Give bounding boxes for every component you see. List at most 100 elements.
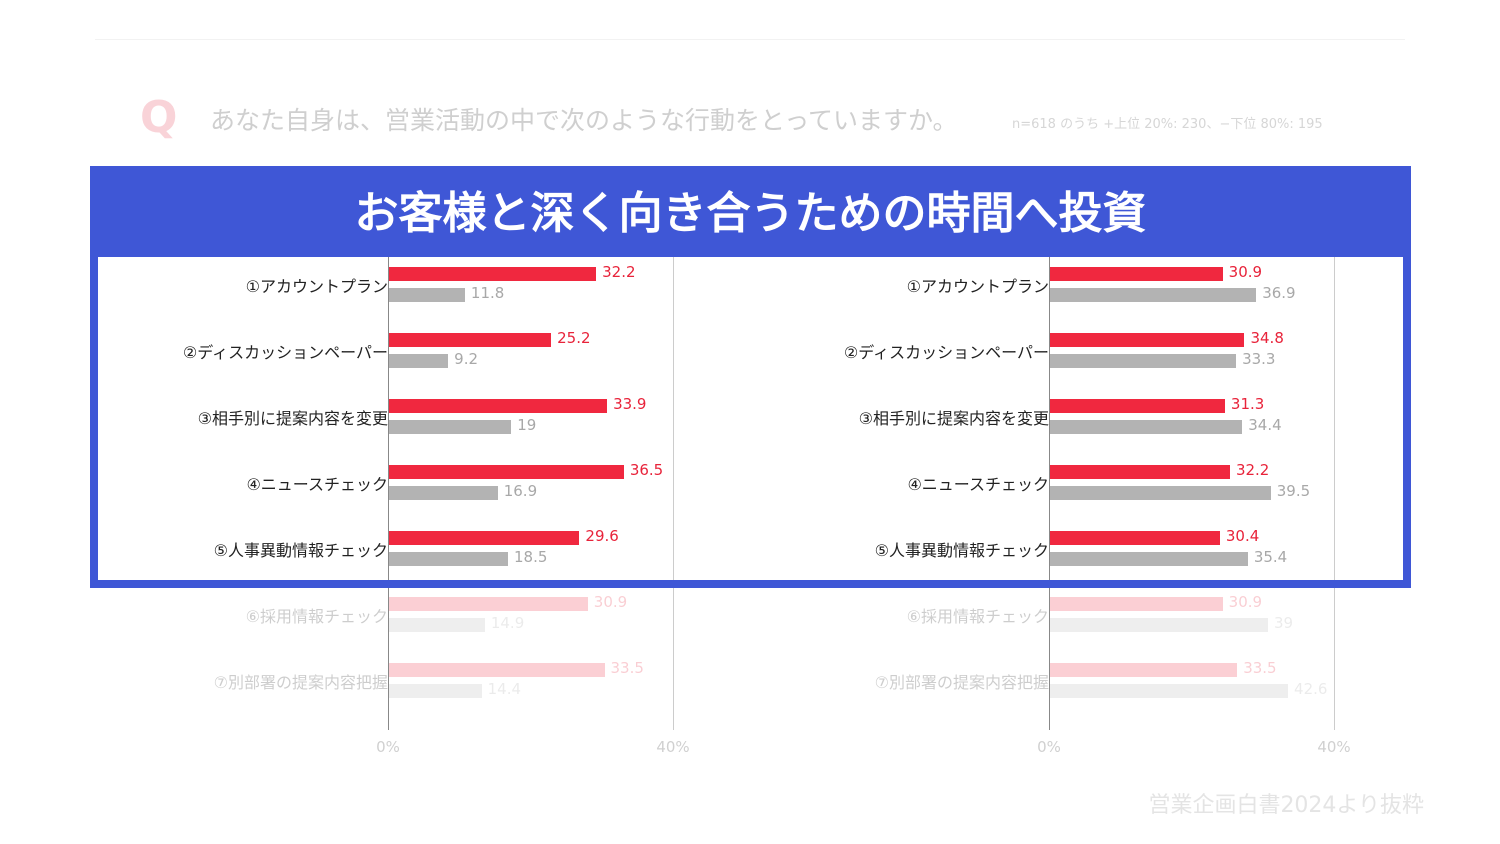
chart-row: ③相手別に提案内容を変更 33.9 19 [103, 389, 663, 455]
category-label: ⑦別部署の提案内容把握 [213, 673, 388, 692]
top-bar [389, 663, 605, 677]
bottom-bar [389, 618, 485, 632]
top-bar [389, 267, 597, 281]
top-bar-value: 30.9 [1228, 593, 1263, 611]
top-bar [1050, 399, 1225, 413]
top-bar-value: 34.8 [1250, 329, 1284, 347]
x-tick-label: 0% [376, 738, 400, 756]
chart-right: 0% 40% ①アカウントプラン 30.9 36.9 ②ディスカッションペーパー 34.8 3… [764, 257, 1351, 757]
chart-row: ⑤人事異動情報チェック 30.4 35.4 [764, 521, 1324, 587]
category-label: ④ニュースチェック [246, 475, 388, 494]
chart-left: 0% 40% ①アカウントプラン 32.2 11.8 ②ディスカッションペーパー 25.2 9… [103, 257, 690, 757]
category-label: ⑥採用情報チェック [906, 607, 1049, 626]
bottom-bar-value: 16.9 [503, 482, 538, 500]
chart-row: ⑥採用情報チェック 30.9 39 [764, 587, 1324, 653]
top-bar [1050, 663, 1238, 677]
x-tick-label: 0% [1037, 738, 1061, 756]
chart-row: ⑥採用情報チェック 30.9 14.9 [103, 587, 663, 653]
chart-row: ④ニュースチェック 36.5 16.9 [103, 455, 663, 521]
bottom-bar-value: 35.4 [1253, 548, 1288, 566]
top-bar-value: 32.2 [1235, 461, 1270, 479]
category-label: ④ニュースチェック [907, 475, 1049, 494]
bottom-bar [1050, 618, 1268, 632]
bottom-bar [389, 486, 498, 500]
top-bar-value: 33.5 [1243, 659, 1277, 677]
top-bar-value: 33.5 [610, 659, 644, 677]
bottom-bar [389, 354, 449, 368]
bottom-bar-value: 14.9 [490, 614, 525, 632]
category-label: ⑥採用情報チェック [245, 607, 388, 626]
top-bar-value: 29.6 [585, 527, 619, 545]
top-bar [1050, 267, 1223, 281]
q-mark: Q [140, 92, 178, 143]
question-text: あなた自身は、営業活動の中で次のような行動をとっていますか。 [210, 106, 958, 135]
highlight-banner: お客様と深く向き合うための時間へ投資 [90, 166, 1411, 257]
bottom-bar [389, 552, 509, 566]
bottom-bar [1050, 552, 1248, 566]
top-bar [389, 399, 608, 413]
axis-zero-line [1049, 257, 1050, 730]
bottom-bar-value: 14.4 [487, 680, 522, 698]
category-label: ②ディスカッションペーパー [843, 343, 1049, 362]
bottom-bar [1050, 486, 1271, 500]
top-bar-value: 36.5 [629, 461, 664, 479]
top-bar-value: 30.4 [1225, 527, 1260, 545]
bottom-bar [389, 288, 465, 302]
chart-row: ⑤人事異動情報チェック 29.6 18.5 [103, 521, 663, 587]
bottom-bar [1050, 684, 1289, 698]
bottom-bar-value: 42.6 [1294, 680, 1328, 698]
x-tick-label: 40% [1317, 738, 1351, 756]
top-bar-value: 31.3 [1230, 395, 1265, 413]
top-bar [1050, 465, 1230, 479]
chart-row: ③相手別に提案内容を変更 31.3 34.4 [764, 389, 1324, 455]
category-label: ⑤人事異動情報チェック [213, 541, 388, 560]
top-bar [1050, 597, 1223, 611]
top-bar [389, 333, 552, 347]
top-bar-value: 32.2 [602, 263, 636, 281]
category-label: ②ディスカッションペーパー [182, 343, 388, 362]
x-tick-label: 40% [656, 738, 690, 756]
gridline-40 [1334, 257, 1335, 730]
bottom-bar-value: 39 [1273, 614, 1294, 632]
bottom-bar-value: 9.2 [454, 350, 479, 368]
bottom-bar-value: 18.5 [514, 548, 548, 566]
chart-row: ④ニュースチェック 32.2 39.5 [764, 455, 1324, 521]
category-label: ③相手別に提案内容を変更 [858, 409, 1049, 428]
top-bar-value: 30.9 [1228, 263, 1263, 281]
bottom-bar-value: 36.9 [1262, 284, 1296, 302]
sample-note: n=618 のうち +上位 20%: 230、−下位 80%: 195 [1012, 117, 1323, 132]
bottom-bar-value: 34.4 [1248, 416, 1282, 434]
chart-row: ①アカウントプラン 32.2 11.8 [103, 257, 663, 323]
top-bar [1050, 333, 1245, 347]
top-bar [389, 531, 580, 545]
bottom-bar [389, 420, 512, 434]
top-bar-value: 25.2 [557, 329, 591, 347]
gridline-40 [673, 257, 674, 730]
chart-row: ①アカウントプラン 30.9 36.9 [764, 257, 1324, 323]
chart-row: ⑦別部署の提案内容把握 33.5 14.4 [103, 653, 663, 719]
top-bar [389, 465, 624, 479]
top-bar [1050, 531, 1220, 545]
bottom-bar [389, 684, 482, 698]
bottom-bar-value: 39.5 [1276, 482, 1311, 500]
chart-row: ⑦別部署の提案内容把握 33.5 42.6 [764, 653, 1328, 719]
category-label: ①アカウントプラン [906, 277, 1049, 296]
category-label: ③相手別に提案内容を変更 [197, 409, 388, 428]
top-bar-value: 33.9 [613, 395, 647, 413]
top-bar [389, 597, 588, 611]
category-label: ①アカウントプラン [245, 277, 388, 296]
bottom-bar [1050, 420, 1243, 434]
chart-row: ②ディスカッションペーパー 25.2 9.2 [103, 323, 663, 389]
category-label: ⑤人事異動情報チェック [874, 541, 1049, 560]
category-label: ⑦別部署の提案内容把握 [874, 673, 1049, 692]
bottom-bar-value: 11.8 [470, 284, 505, 302]
top-divider [95, 39, 1405, 40]
bottom-bar [1050, 354, 1237, 368]
bottom-bar-value: 19 [517, 416, 537, 434]
axis-zero-line [388, 257, 389, 730]
source-note: 営業企画白書2024より抜粋 [1148, 793, 1424, 818]
bottom-bar-value: 33.3 [1242, 350, 1276, 368]
chart-row: ②ディスカッションペーパー 34.8 33.3 [764, 323, 1324, 389]
top-bar-value: 30.9 [593, 593, 628, 611]
bottom-bar [1050, 288, 1257, 302]
